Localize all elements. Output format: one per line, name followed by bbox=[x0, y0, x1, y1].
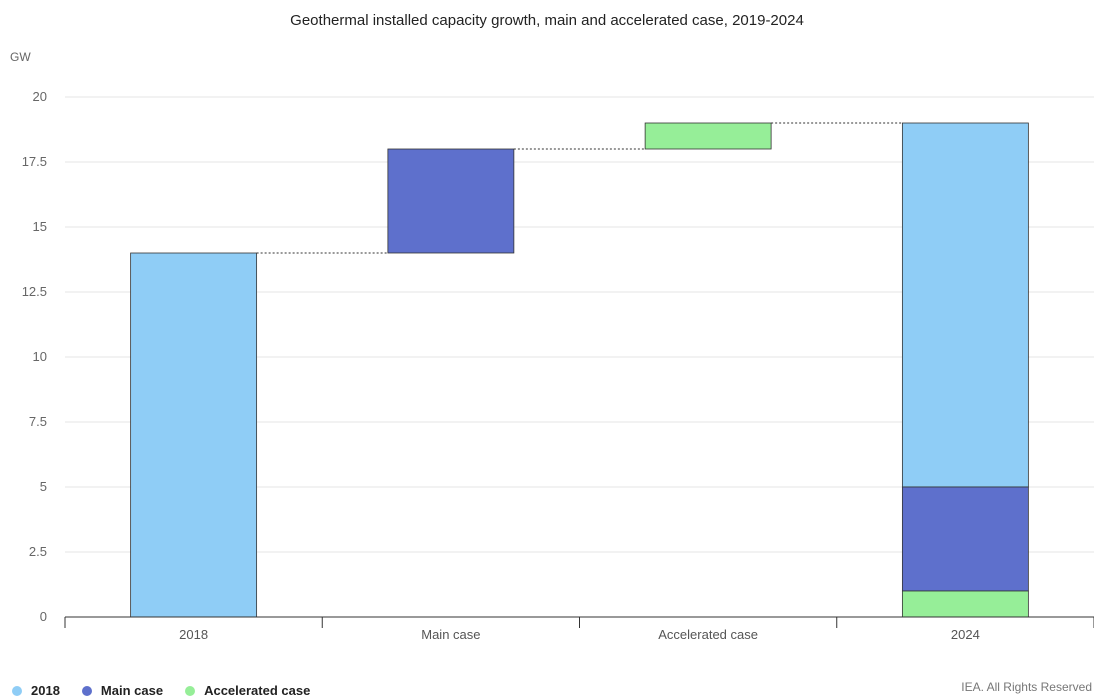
y-tick-label: 15 bbox=[33, 219, 47, 234]
bar-layer bbox=[130, 122, 1029, 618]
y-tick-label: 20 bbox=[33, 89, 47, 104]
x-axis bbox=[64, 616, 1094, 628]
legend-label-main-case: Main case bbox=[100, 683, 164, 698]
y-tick-label: 0 bbox=[40, 609, 47, 624]
legend-dot-accelerated-case bbox=[185, 685, 196, 696]
y-tick-label: 12.5 bbox=[22, 284, 47, 299]
y-axis-unit-label: GW bbox=[10, 50, 31, 64]
bar-main-case-3 bbox=[901, 486, 1029, 592]
legend-item-2018[interactable]: 2018 bbox=[12, 683, 60, 698]
legend-item-accelerated-case[interactable]: Accelerated case bbox=[185, 683, 310, 698]
y-tick-label: 2.5 bbox=[29, 544, 47, 559]
legend-dot-2018 bbox=[12, 685, 22, 696]
legend-label-accelerated-case: Accelerated case bbox=[204, 683, 311, 698]
bar-main-case-1 bbox=[387, 148, 515, 254]
y-tick-label: 17.5 bbox=[22, 154, 47, 169]
y-tick-label: 7.5 bbox=[29, 414, 47, 429]
legend-item-main-case[interactable]: Main case bbox=[81, 683, 164, 698]
x-category-label: 2018 bbox=[179, 627, 208, 642]
legend: 2018 Main case Accelerated case bbox=[12, 683, 310, 698]
connector-layer bbox=[256, 122, 903, 254]
y-tick-label: 5 bbox=[40, 479, 47, 494]
bar-2018-3 bbox=[901, 122, 1029, 488]
y-tick-label: 10 bbox=[33, 349, 47, 364]
bar-accelerated-case-3 bbox=[901, 590, 1029, 618]
legend-dot-main-case bbox=[81, 685, 92, 696]
bar-2018-0 bbox=[130, 252, 258, 618]
waterfall-chart: 0 2.5 5 7.5 10 12.5 15 17.5 20 2018 Main case Accel… bbox=[22, 89, 1094, 642]
credit-text: IEA. All Rights Reserved bbox=[961, 680, 1092, 694]
x-category-label: Accelerated case bbox=[658, 627, 758, 642]
bar-accelerated-case-2 bbox=[644, 122, 772, 150]
legend-label-2018: 2018 bbox=[31, 683, 60, 698]
chart-title: Geothermal installed capacity growth, ma… bbox=[290, 12, 804, 29]
x-category-label: 2024 bbox=[951, 627, 980, 642]
x-category-label: Main case bbox=[421, 627, 480, 642]
label-layer: 0 2.5 5 7.5 10 12.5 15 17.5 20 2018 Main case Accel… bbox=[22, 89, 980, 642]
